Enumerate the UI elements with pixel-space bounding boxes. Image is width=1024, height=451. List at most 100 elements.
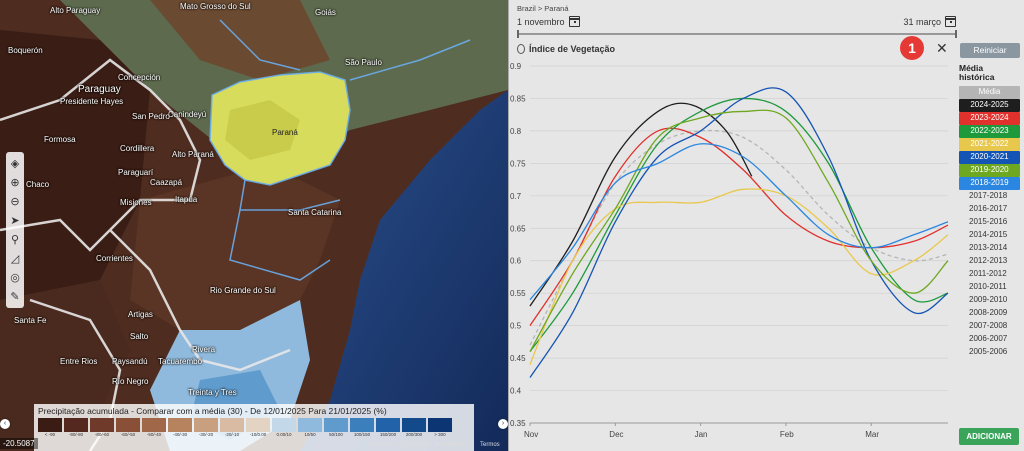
legend-prev-icon[interactable]: ‹ — [0, 419, 10, 429]
legend-swatch — [38, 418, 62, 432]
legend-swatches — [38, 418, 470, 432]
y-tick-label: 0.55 — [510, 289, 526, 298]
map-canvas — [0, 0, 508, 451]
map-label-goias: Goiás — [315, 8, 336, 17]
season-item[interactable]: 2018-2019 — [959, 177, 1020, 190]
map-label-santa-catarina: Santa Catarina — [288, 208, 342, 217]
x-tick-label: Nov — [524, 430, 538, 439]
navigate-icon[interactable]: ➤ — [10, 215, 20, 227]
locate-icon[interactable]: ◎ — [10, 272, 20, 284]
legend-tick-label: -50/-40 — [146, 432, 162, 437]
draw-icon[interactable]: ✎ — [10, 291, 20, 303]
y-tick-label: 0.75 — [510, 159, 526, 168]
map-attribution: Imagens ©2025 NASA, TerraMetrics — [370, 442, 467, 448]
map-label-chaco: Chaco — [26, 180, 50, 189]
map-toolbar: ◈ ⊕ ⊖ ➤ ⚲ ◿ ◎ ✎ — [6, 152, 24, 308]
map-label-corrientes: Corrientes — [96, 254, 133, 263]
legend-swatch — [168, 418, 192, 432]
chart-title-text: Índice de Vegetação — [529, 44, 616, 54]
calendar-icon[interactable] — [945, 16, 956, 27]
map-label-concepcion: Concepción — [118, 73, 161, 82]
series-line — [529, 87, 949, 378]
season-item[interactable]: 2023-2024 — [959, 112, 1020, 125]
legend-tick-label: -60/-50 — [120, 432, 136, 437]
reset-button[interactable]: Reiniciar — [960, 43, 1020, 58]
map-label-paraguari: Paraguarí — [118, 168, 154, 177]
map-label-alto-paraguay: Alto Paraguay — [50, 6, 101, 15]
date-start-label: 1 novembro — [517, 16, 565, 27]
series-line — [529, 102, 753, 307]
map-label-boqueron: Boquerón — [8, 46, 43, 55]
y-tick-label: 0.45 — [510, 354, 526, 363]
map-label-san-pedro: San Pedro — [132, 112, 170, 121]
close-icon[interactable]: ✕ — [936, 40, 948, 56]
legend-swatch — [402, 418, 426, 432]
legend-tick-label: 100/150 — [353, 432, 371, 437]
season-item[interactable]: 2010-2011 — [969, 282, 1007, 291]
season-item[interactable]: 2024-2025 — [959, 99, 1020, 112]
search-icon[interactable]: ⚲ — [10, 234, 20, 246]
map-label-itapua: Itapúa — [175, 195, 198, 204]
y-tick-label: 0.9 — [510, 62, 522, 71]
map-label-artigas: Artigas — [128, 310, 153, 319]
slider-start-handle[interactable] — [517, 30, 519, 38]
season-item[interactable]: 2017-2018 — [969, 191, 1008, 200]
x-tick-label: Jan — [695, 430, 708, 439]
legend-swatch — [298, 418, 322, 432]
calendar-icon[interactable] — [568, 16, 580, 27]
map-next-icon[interactable]: › — [498, 419, 508, 429]
season-item[interactable]: 2005-2006 — [969, 347, 1008, 356]
map-label-cordillera: Cordillera — [120, 144, 155, 153]
map-view[interactable]: Alto Paraguay Mato Grosso do Sul Goiás B… — [0, 0, 508, 451]
step-badge: 1 — [900, 36, 924, 60]
legend-tick-label: -40/-30 — [172, 432, 188, 437]
season-item[interactable]: 2019-2020 — [959, 164, 1020, 177]
season-item[interactable]: 2013-2014 — [969, 243, 1008, 252]
legend-tick-label: -90/-80 — [68, 432, 84, 437]
y-tick-label: 0.7 — [510, 192, 522, 201]
y-tick-label: 0.65 — [510, 224, 526, 233]
season-item[interactable]: 2006-2007 — [969, 334, 1008, 343]
season-item[interactable]: 2015-2016 — [969, 217, 1008, 226]
map-label-entre-rios: Entre Rios — [60, 357, 98, 366]
date-range-slider[interactable] — [517, 30, 957, 38]
map-label-sao-paulo: São Paulo — [345, 58, 382, 67]
legend-ticks: < -90 -90/-80 -80/-60 -60/-50 -50/-40 -40/-30… — [38, 432, 470, 437]
legend-tick-label: < -90 — [44, 432, 56, 437]
historical-header: Média histórica — [959, 64, 994, 82]
date-end-picker[interactable]: 31 março — [903, 16, 956, 27]
layers-icon[interactable]: ◈ — [10, 158, 20, 170]
terms-link[interactable]: Termos — [480, 442, 500, 448]
season-item[interactable]: 2008-2009 — [969, 308, 1008, 317]
pin-icon[interactable] — [517, 44, 525, 54]
season-item[interactable]: Média — [959, 86, 1020, 99]
x-tick-label: Dec — [609, 430, 623, 439]
y-tick-label: 0.5 — [510, 322, 522, 331]
slider-end-handle[interactable] — [955, 30, 957, 38]
legend-tick-label: -10/0.00 — [249, 432, 267, 437]
chart-title: Índice de Vegetação — [517, 44, 615, 54]
season-item[interactable]: 2020-2021 — [959, 151, 1020, 164]
season-item[interactable]: 2007-2008 — [969, 321, 1008, 330]
map-label-parana: Paraná — [272, 128, 298, 137]
map-legend: Precipitação acumulada - Comparar com a … — [34, 404, 474, 451]
season-item[interactable]: 2011-2012 — [969, 269, 1007, 278]
season-item[interactable]: 2021-2022 — [959, 138, 1020, 151]
date-start-picker[interactable]: 1 novembro — [517, 16, 580, 27]
zoom-out-icon[interactable]: ⊖ — [10, 196, 20, 208]
zoom-in-icon[interactable]: ⊕ — [10, 177, 20, 189]
legend-swatch — [272, 418, 296, 432]
legend-tick-label: > 300 — [434, 432, 446, 437]
legend-swatch — [350, 418, 374, 432]
season-item[interactable]: 2016-2017 — [969, 204, 1008, 213]
measure-icon[interactable]: ◿ — [10, 253, 20, 265]
legend-swatch — [220, 418, 244, 432]
y-tick-label: 0.8 — [510, 127, 522, 136]
x-tick-label: Mar — [865, 430, 879, 439]
season-item[interactable]: 2022-2023 — [959, 125, 1020, 138]
season-item[interactable]: 2012-2013 — [969, 256, 1008, 265]
season-item[interactable]: 2009-2010 — [969, 295, 1008, 304]
legend-tick-label: 200/300 — [405, 432, 423, 437]
add-button[interactable]: ADICIONAR — [959, 428, 1019, 445]
season-item[interactable]: 2014-2015 — [969, 230, 1008, 239]
